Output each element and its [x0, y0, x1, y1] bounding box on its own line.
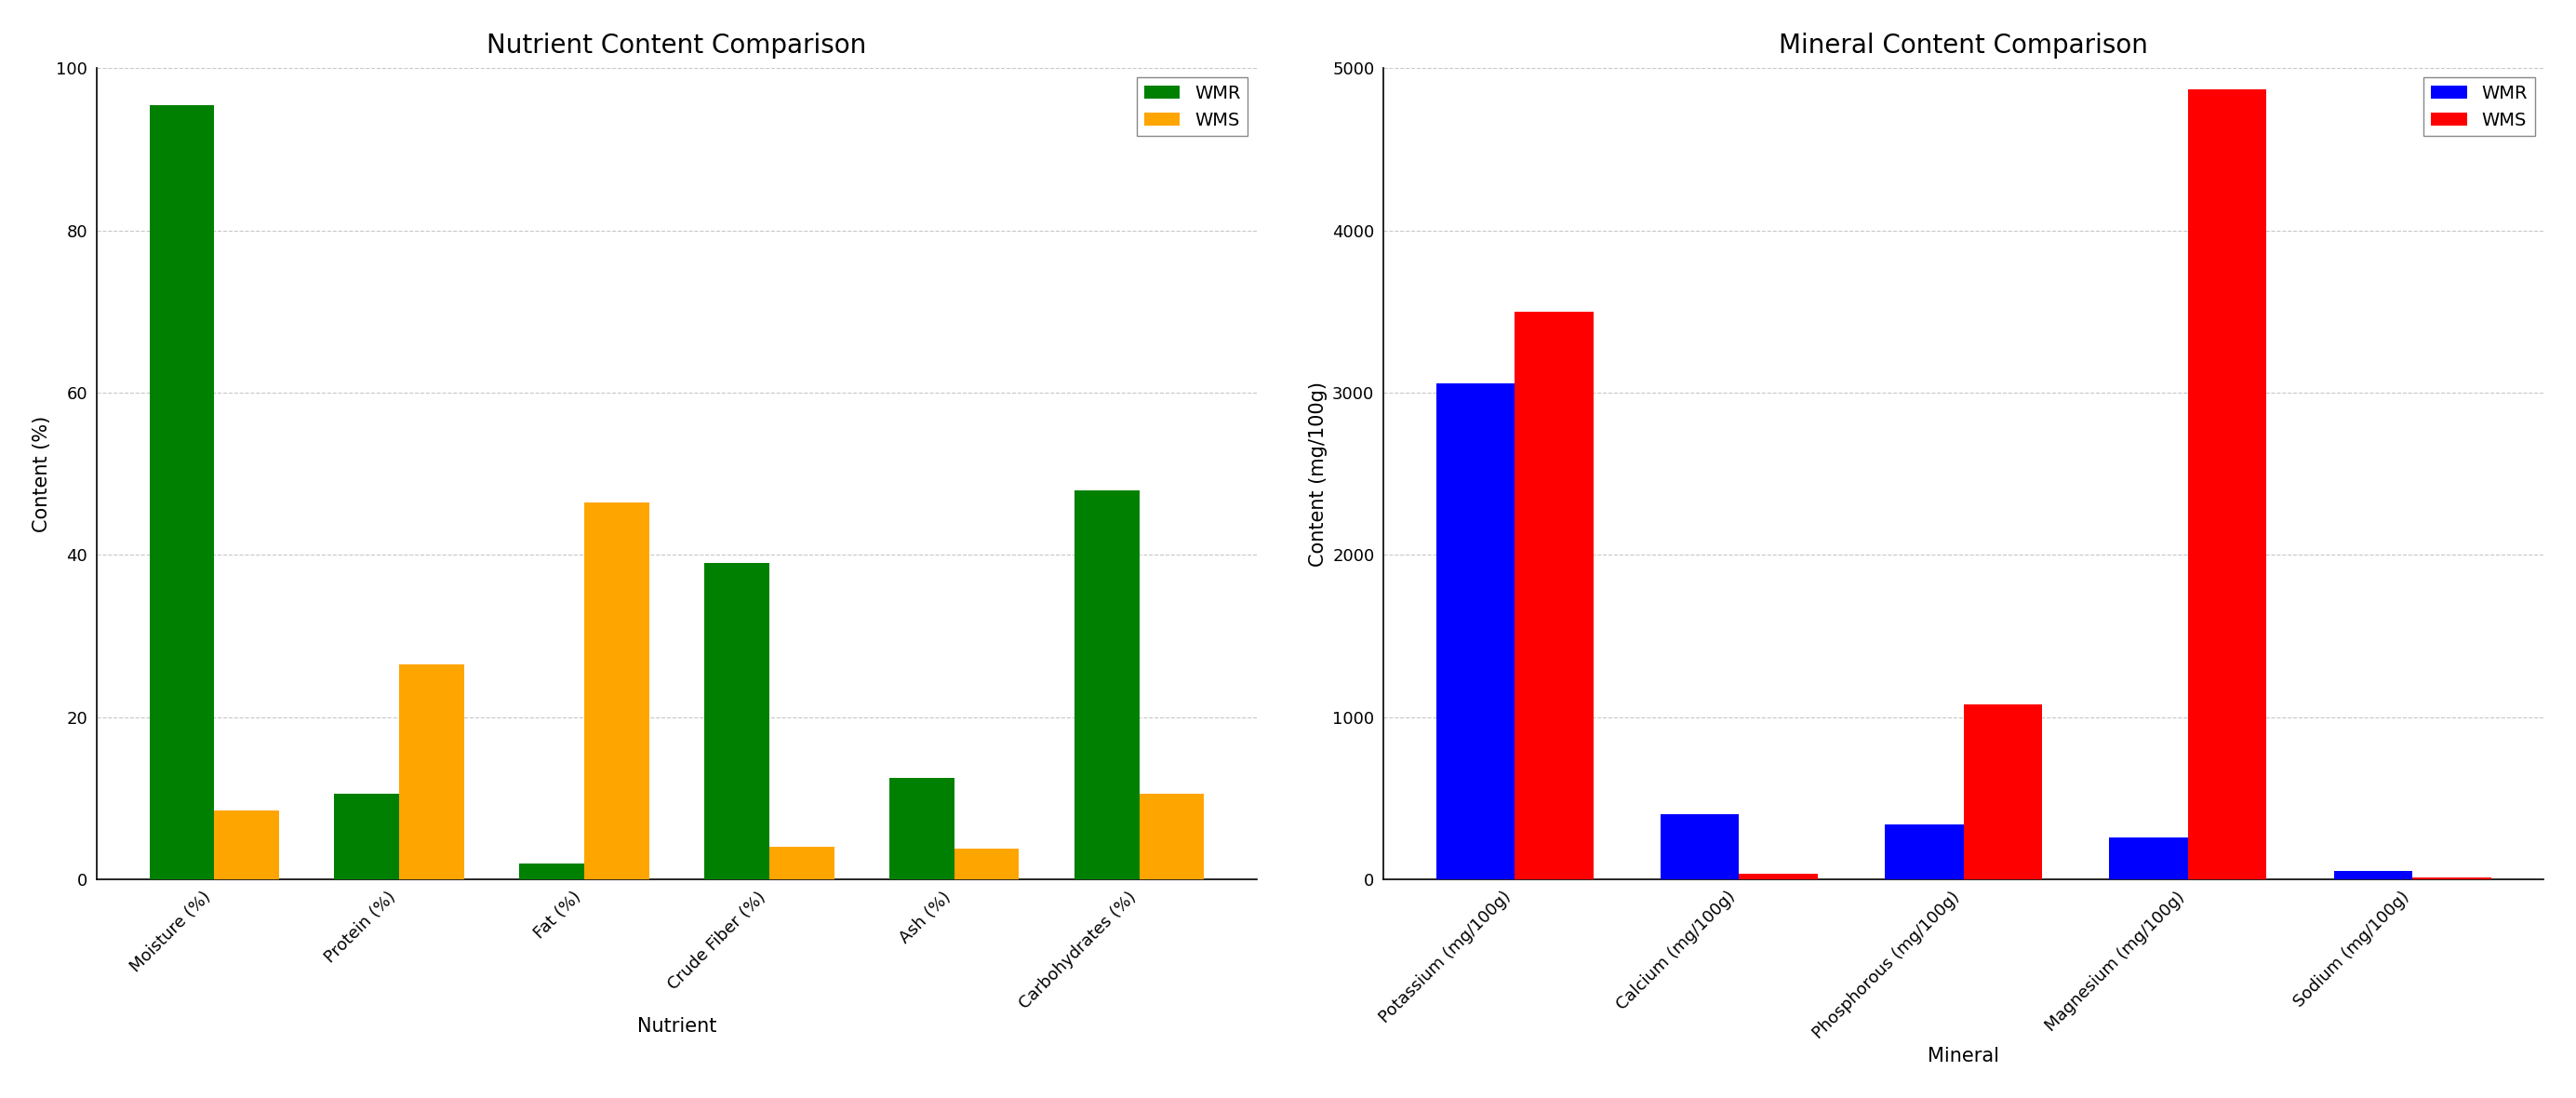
- Bar: [1739, 874, 1819, 879]
- Bar: [1886, 825, 1963, 879]
- Bar: [585, 502, 649, 879]
- Title: Nutrient Content Comparison: Nutrient Content Comparison: [487, 32, 866, 58]
- Bar: [214, 810, 278, 879]
- Bar: [1437, 383, 1515, 879]
- Bar: [2334, 871, 2411, 879]
- X-axis label: Nutrient: Nutrient: [636, 1017, 716, 1035]
- Bar: [1963, 704, 2043, 879]
- Bar: [1139, 794, 1203, 879]
- Bar: [399, 664, 464, 879]
- Bar: [770, 847, 835, 879]
- Bar: [520, 863, 585, 879]
- Bar: [2411, 877, 2491, 879]
- Bar: [335, 794, 399, 879]
- Y-axis label: Content (%): Content (%): [33, 415, 52, 533]
- Bar: [149, 104, 214, 879]
- Bar: [2187, 89, 2267, 879]
- Legend: WMR, WMS: WMR, WMS: [1136, 77, 1247, 136]
- Bar: [889, 778, 953, 879]
- X-axis label: Mineral: Mineral: [1927, 1047, 1999, 1066]
- Bar: [2110, 837, 2187, 879]
- Bar: [953, 849, 1020, 879]
- Bar: [1515, 312, 1595, 879]
- Bar: [1074, 490, 1139, 879]
- Bar: [1662, 815, 1739, 879]
- Y-axis label: Content (mg/100g): Content (mg/100g): [1309, 381, 1327, 567]
- Bar: [703, 563, 770, 879]
- Legend: WMR, WMS: WMR, WMS: [2424, 77, 2535, 136]
- Title: Mineral Content Comparison: Mineral Content Comparison: [1780, 32, 2148, 58]
